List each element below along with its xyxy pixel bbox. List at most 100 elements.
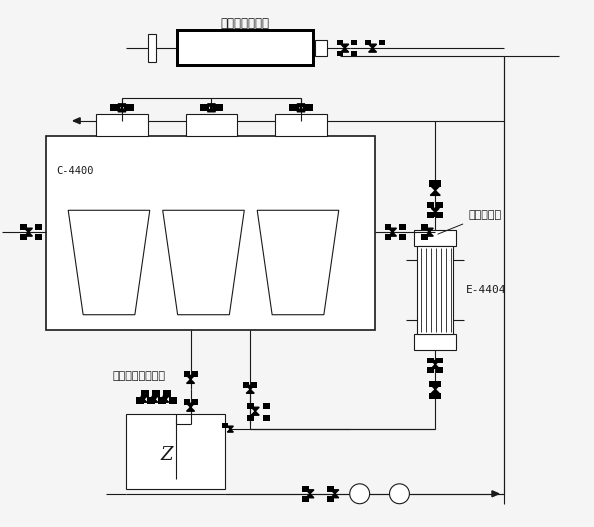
Polygon shape [163, 210, 244, 315]
Bar [263, 403, 270, 409]
Bar [302, 486, 309, 492]
Bar [110, 104, 120, 111]
Bar [163, 391, 170, 397]
Polygon shape [331, 490, 339, 498]
Bar [152, 391, 160, 397]
Polygon shape [163, 396, 169, 402]
Text: C-4400: C-4400 [56, 165, 94, 175]
Bar [191, 372, 198, 377]
Bar [222, 423, 228, 428]
Text: E-4404: E-4404 [466, 285, 507, 295]
Bar [429, 180, 441, 188]
Bar [20, 234, 27, 240]
Bar [303, 104, 313, 111]
Bar [415, 230, 456, 246]
Bar [415, 334, 456, 349]
Polygon shape [228, 426, 233, 432]
Bar [263, 415, 270, 421]
Bar [327, 486, 334, 492]
Text: 循环冷却器: 循环冷却器 [438, 210, 501, 234]
Bar [378, 40, 384, 45]
Bar [185, 114, 238, 135]
Polygon shape [425, 228, 433, 236]
Bar [184, 399, 189, 405]
Bar [399, 234, 406, 240]
Bar [96, 114, 148, 135]
Polygon shape [431, 360, 439, 368]
Bar [436, 202, 443, 208]
Bar [46, 135, 375, 330]
Bar [36, 234, 42, 240]
Bar [169, 397, 176, 404]
Text: 二氧化硅结晶系统: 二氧化硅结晶系统 [113, 372, 166, 382]
Polygon shape [68, 210, 150, 315]
Polygon shape [152, 396, 158, 402]
Polygon shape [306, 490, 314, 498]
Bar [418, 246, 453, 334]
Text: 二氧化硅过滤机: 二氧化硅过滤机 [221, 17, 270, 31]
Polygon shape [118, 104, 126, 112]
Polygon shape [187, 403, 195, 411]
Polygon shape [207, 104, 216, 112]
Bar [148, 34, 156, 62]
Bar [315, 40, 327, 56]
Bar [337, 51, 343, 56]
Bar [436, 367, 443, 374]
Bar [275, 114, 327, 135]
Bar [427, 367, 434, 374]
Bar [136, 397, 144, 404]
Polygon shape [492, 491, 499, 497]
Bar [350, 51, 356, 56]
Bar [384, 234, 391, 240]
Polygon shape [73, 118, 80, 124]
Bar [176, 29, 315, 67]
Bar [384, 224, 391, 230]
Polygon shape [24, 228, 33, 236]
Polygon shape [431, 385, 439, 393]
Bar [421, 234, 428, 240]
Bar [200, 104, 210, 111]
Bar [327, 496, 334, 502]
Bar [427, 212, 434, 218]
Polygon shape [341, 44, 349, 52]
Bar [436, 212, 443, 218]
Bar [421, 224, 428, 230]
Bar [126, 414, 225, 489]
Circle shape [350, 484, 369, 504]
Circle shape [390, 484, 409, 504]
Bar [179, 32, 312, 64]
Polygon shape [430, 186, 440, 196]
Polygon shape [431, 208, 439, 216]
Bar [36, 224, 42, 230]
Bar [213, 104, 223, 111]
Bar [289, 104, 299, 111]
Bar [20, 224, 27, 230]
Bar [429, 382, 441, 387]
Bar [247, 403, 254, 409]
Bar [147, 397, 155, 404]
Bar [251, 383, 257, 388]
Bar [429, 393, 441, 399]
Bar [427, 202, 434, 208]
Polygon shape [369, 44, 377, 52]
Bar [244, 383, 249, 388]
Bar [399, 224, 406, 230]
Bar [436, 357, 443, 364]
Bar [365, 40, 371, 45]
Polygon shape [251, 407, 259, 415]
Bar [427, 357, 434, 364]
Polygon shape [187, 375, 195, 383]
Bar [350, 40, 356, 45]
Bar [302, 496, 309, 502]
Polygon shape [141, 396, 147, 402]
Polygon shape [247, 385, 254, 393]
Polygon shape [388, 228, 396, 236]
Bar [247, 415, 254, 421]
Bar [158, 397, 166, 404]
Polygon shape [297, 104, 305, 112]
Bar [124, 104, 134, 111]
Text: Z: Z [161, 446, 173, 464]
Bar [337, 40, 343, 45]
Bar [141, 391, 148, 397]
Bar [184, 372, 189, 377]
